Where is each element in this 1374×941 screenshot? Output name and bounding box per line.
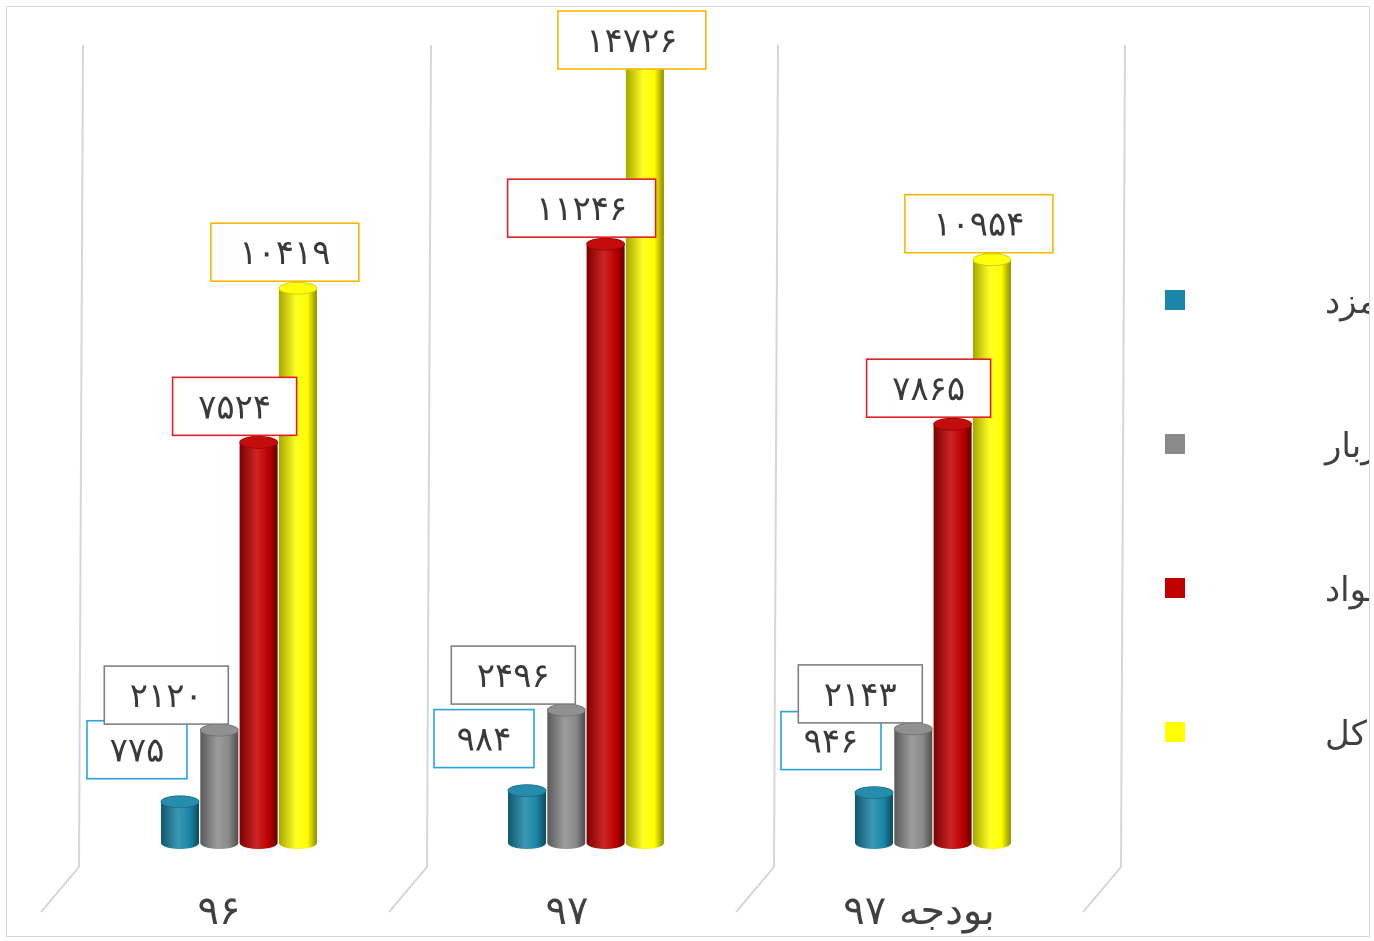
data-label-box xyxy=(433,708,535,769)
bar-body xyxy=(625,58,664,850)
bar-body xyxy=(547,710,586,850)
floor-line xyxy=(40,866,80,913)
legend-label: سربار xyxy=(1323,426,1369,466)
wall-line xyxy=(78,44,84,868)
bar xyxy=(507,784,547,849)
bar-top xyxy=(507,784,547,798)
legend-swatch xyxy=(1165,434,1185,454)
category-label: ۹۷ xyxy=(546,888,589,934)
legend-label: دستمزد xyxy=(1325,282,1369,322)
data-label-box xyxy=(450,645,577,705)
bar-top xyxy=(586,237,625,251)
data-label-box xyxy=(103,665,230,725)
bar-top xyxy=(854,786,894,800)
data-label: ۱۰۹۵۴ xyxy=(933,205,1024,245)
data-label-box xyxy=(797,664,924,724)
legend-swatch xyxy=(1165,290,1185,310)
data-label: ۷۵۲۴ xyxy=(198,387,271,427)
data-label: ۲۴۹۶ xyxy=(477,656,550,696)
chart-frame: ۹۶ ۹۷ بودجه ۹۷ ۷۷۵ ۲۱۲۰ ۷۵۲۴ ۱۰۴۱۹ ۹۸۴ ۲۴۹۶ ۱۱۲۴۶… xyxy=(6,6,1370,937)
bar-body xyxy=(586,244,625,849)
category-label: بودجه ۹۷ xyxy=(843,888,994,934)
bar-body xyxy=(278,288,317,850)
bar-chart: ۹۶ ۹۷ بودجه ۹۷ ۷۷۵ ۲۱۲۰ ۷۵۲۴ ۱۰۴۱۹ ۹۸۴ ۲۴۹۶ ۱۱۲۴۶… xyxy=(40,10,1369,934)
wall-line xyxy=(426,44,432,868)
wall-line xyxy=(1120,44,1126,868)
data-label-box xyxy=(506,178,657,238)
data-label-box xyxy=(865,358,992,418)
bar-top xyxy=(199,723,239,737)
bar-body xyxy=(161,801,199,849)
bar-body xyxy=(972,259,1011,850)
bar-body xyxy=(855,792,893,849)
data-label: ۹۴۶ xyxy=(804,722,859,762)
bar-top xyxy=(893,722,933,736)
bar-top xyxy=(546,703,586,717)
legend-swatch xyxy=(1165,578,1185,598)
floor-line xyxy=(735,866,775,913)
legend-label: بهای کل xyxy=(1325,714,1369,754)
legend-swatch xyxy=(1165,722,1185,742)
data-label: ۱۱۲۴۶ xyxy=(536,189,627,229)
bar xyxy=(160,795,200,849)
data-label-box xyxy=(557,10,707,70)
bar-top xyxy=(239,435,279,449)
bar-body xyxy=(508,790,546,849)
bar xyxy=(239,435,279,850)
data-label-box xyxy=(171,376,298,437)
bar xyxy=(278,281,318,850)
bar-body xyxy=(933,424,972,850)
data-label-box xyxy=(904,193,1054,254)
category-label: ۹۶ xyxy=(198,888,241,934)
bar xyxy=(893,722,933,850)
data-label: ۹۸۴ xyxy=(457,720,512,760)
data-label-box xyxy=(86,719,188,780)
data-label-box xyxy=(210,222,360,282)
bar xyxy=(546,703,586,850)
bar xyxy=(199,723,239,850)
bar-top xyxy=(972,253,1012,267)
wall-line xyxy=(773,44,779,868)
data-label: ۲۱۲۰ xyxy=(130,676,203,716)
data-label: ۲۱۴۳ xyxy=(824,675,897,715)
bar xyxy=(972,253,1012,850)
floor-line xyxy=(1082,866,1122,913)
floor-line xyxy=(388,866,428,913)
bar-body xyxy=(200,730,239,850)
bar-body xyxy=(894,728,933,850)
bar xyxy=(625,52,665,850)
legend-label: مواد xyxy=(1325,570,1369,610)
bar xyxy=(586,237,625,849)
data-label: ۷۸۶۵ xyxy=(892,369,965,409)
data-label: ۱۴۷۲۶ xyxy=(586,21,677,61)
bar-body xyxy=(239,442,278,850)
data-label: ۷۷۵ xyxy=(110,731,165,771)
bar-top xyxy=(278,281,318,295)
bar xyxy=(933,417,972,850)
data-label: ۱۰۴۱۹ xyxy=(239,233,330,273)
bar xyxy=(854,786,894,849)
bar-top xyxy=(160,795,200,809)
bar-top xyxy=(933,417,972,431)
